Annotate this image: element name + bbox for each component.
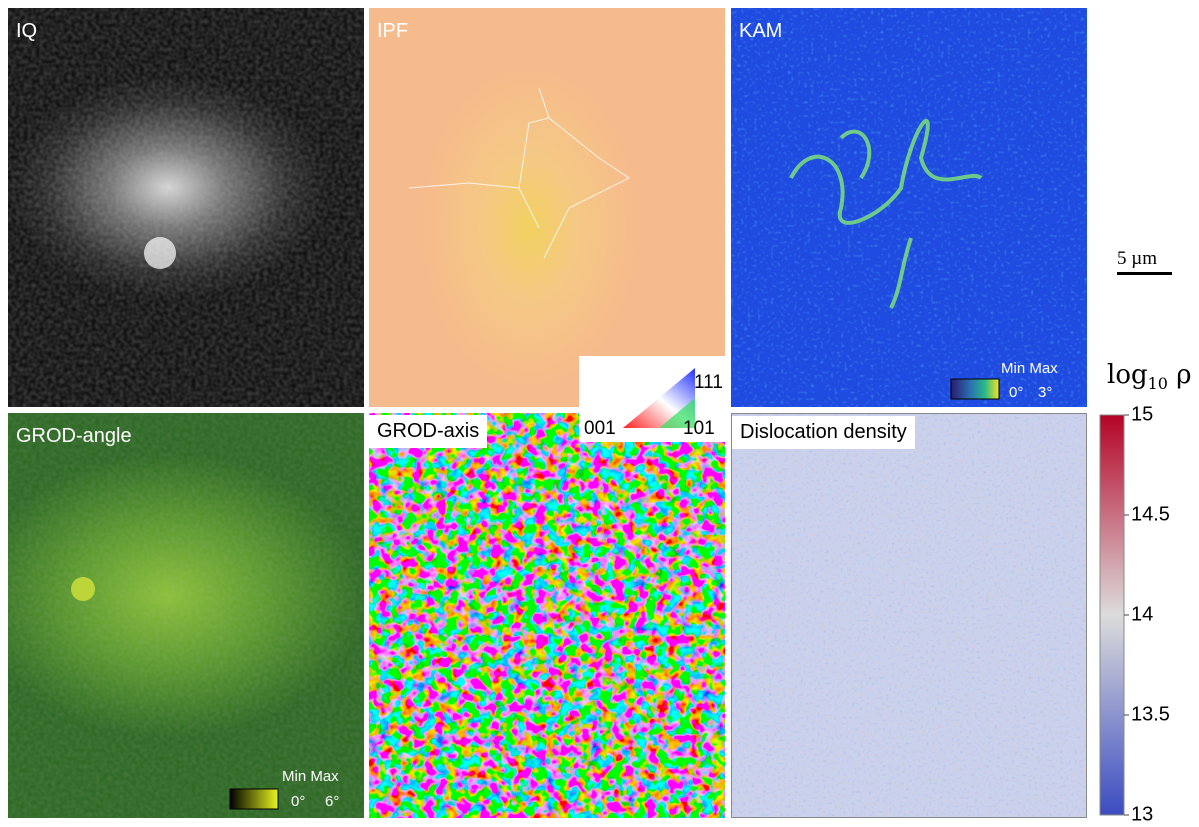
legend-min: 0° xyxy=(291,793,305,810)
ipf-key-label: 101 xyxy=(683,418,715,440)
figure: IQ IPF KAM Min Max 0° 3° GROD-angle Min … xyxy=(0,0,1199,827)
ipf-key: 111 001 101 xyxy=(579,356,725,442)
grod-angle-texture xyxy=(8,413,364,818)
grod-axis-map: GROD-axis xyxy=(369,413,725,818)
kam-map: KAM Min Max 0° 3° xyxy=(731,8,1087,407)
colorbar-tick-label: 13 xyxy=(1131,803,1153,825)
panel-label: IQ xyxy=(16,20,37,43)
label-var: ρ xyxy=(1176,360,1191,390)
colorbar-gradient xyxy=(1100,415,1124,815)
ipf-map: IPF xyxy=(369,8,725,407)
legend-max: 3° xyxy=(1038,384,1052,401)
panel-label: GROD-axis xyxy=(369,415,487,448)
colorbar-label: log10 ρ xyxy=(1107,360,1192,393)
kam-texture xyxy=(731,8,1087,407)
label-sub: 10 xyxy=(1148,374,1168,393)
iq-texture xyxy=(8,8,364,407)
label-base: log xyxy=(1107,360,1148,390)
panel-label: Dislocation density xyxy=(732,416,915,449)
scale-bar-label: 5 µm xyxy=(1117,248,1157,270)
ipf-boundaries xyxy=(369,8,725,407)
colorbar-tick-label: 14 xyxy=(1131,603,1153,625)
colorbar-tick-label: 15 xyxy=(1131,405,1153,425)
legend-title: Min Max xyxy=(1001,360,1058,377)
panel-label: IPF xyxy=(377,20,408,43)
scale-bar xyxy=(1117,272,1172,275)
colorbar: 15 14.5 14 13.5 13 xyxy=(1095,405,1195,825)
ipf-key-label: 111 xyxy=(694,372,723,394)
panel-label: KAM xyxy=(739,20,782,43)
legend-max: 6° xyxy=(325,793,339,810)
grod-angle-map: GROD-angle Min Max 0° 6° xyxy=(8,413,364,818)
ipf-key-label: 001 xyxy=(584,418,616,440)
dislocation-map: Dislocation density xyxy=(731,413,1087,818)
colorbar-tick-label: 14.5 xyxy=(1131,503,1170,525)
iq-map: IQ xyxy=(8,8,364,407)
legend-bar xyxy=(950,378,1000,400)
legend-min: 0° xyxy=(1009,384,1023,401)
legend-title: Min Max xyxy=(282,768,339,785)
panel-label: GROD-angle xyxy=(16,425,132,448)
colorbar-tick-label: 13.5 xyxy=(1131,703,1170,725)
legend-bar xyxy=(229,788,279,810)
grod-axis-texture xyxy=(369,413,725,818)
dislocation-texture xyxy=(732,414,1087,818)
